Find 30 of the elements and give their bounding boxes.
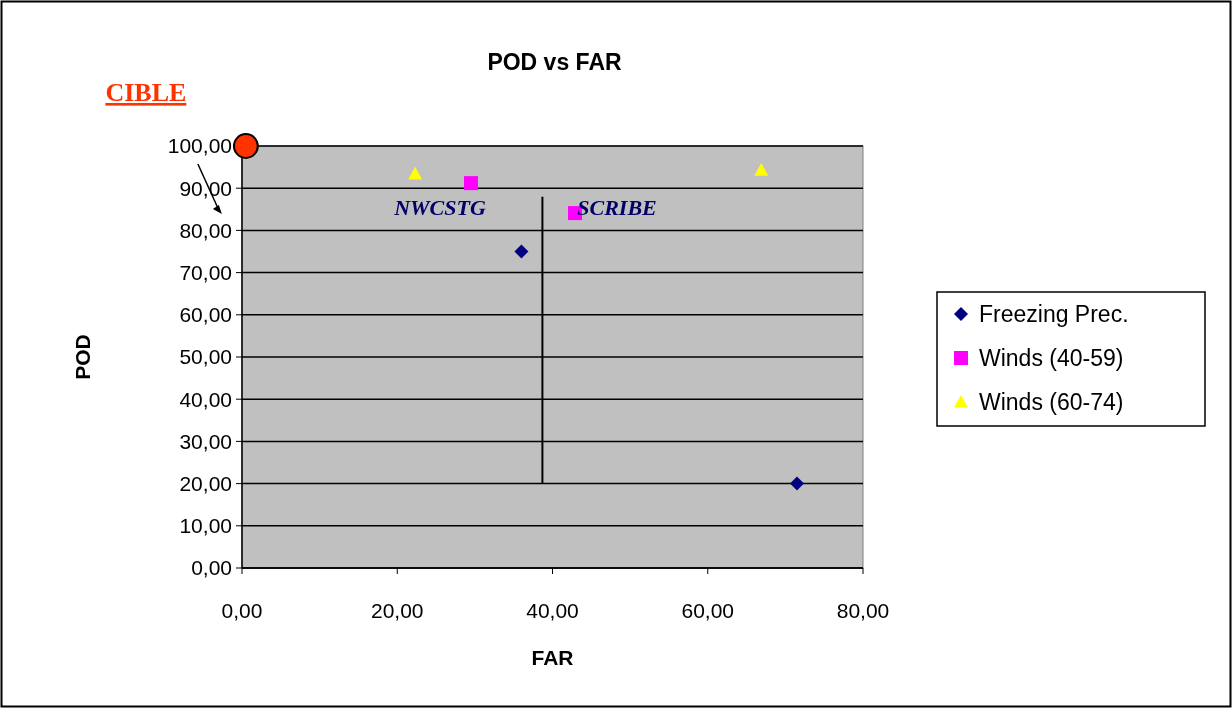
- legend-label: Winds (40-59): [979, 345, 1124, 372]
- y-tick-label: 70,00: [179, 260, 232, 284]
- point: [463, 176, 478, 191]
- y-axis-title: POD: [71, 334, 94, 380]
- point: [408, 166, 423, 180]
- x-tick-label: 60,00: [681, 599, 735, 622]
- point: [514, 244, 529, 259]
- x-tick-label: 80,00: [836, 599, 890, 622]
- legend-label: Freezing Prec.: [979, 301, 1129, 328]
- y-tick-label: 60,00: [179, 303, 232, 327]
- y-tick-label: 80,00: [179, 218, 232, 242]
- annotation: NWCSTG: [393, 195, 486, 220]
- y-tick-label: 100,00: [167, 134, 232, 158]
- annotation: SCRIBE: [577, 195, 657, 220]
- legend-label: Winds (60-74): [979, 389, 1124, 416]
- x-tick-label: 20,00: [370, 599, 424, 622]
- y-tick-label: 40,00: [179, 387, 232, 411]
- point: [232, 133, 259, 159]
- point: [754, 163, 769, 176]
- chart-title: POD vs FAR: [487, 49, 622, 75]
- y-tick-label: 0,00: [191, 556, 232, 580]
- x-tick-label: 0,00: [221, 599, 263, 622]
- x-axis-title: FAR: [531, 646, 574, 669]
- point: [790, 476, 805, 491]
- y-tick-label: 20,00: [179, 471, 232, 495]
- y-tick-label: 50,00: [179, 345, 232, 369]
- y-tick-label: 10,00: [179, 514, 232, 538]
- y-tick-label: 30,00: [179, 429, 232, 453]
- x-tick-label: 40,00: [526, 599, 579, 622]
- annotation: CIBLE: [105, 78, 187, 107]
